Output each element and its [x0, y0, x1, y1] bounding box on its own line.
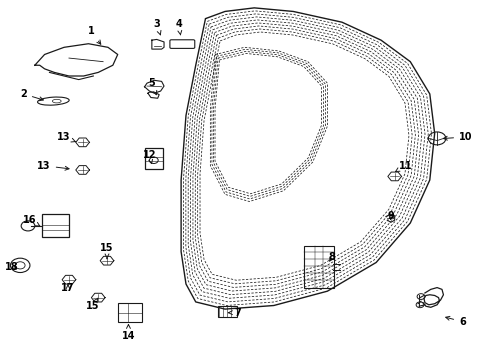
- Text: 17: 17: [61, 283, 75, 293]
- Bar: [217, 306, 237, 317]
- Text: 3: 3: [153, 19, 161, 35]
- Text: 11: 11: [395, 161, 411, 172]
- Text: 10: 10: [443, 132, 471, 142]
- Text: 15: 15: [100, 243, 114, 259]
- Text: 13: 13: [37, 161, 69, 171]
- Text: 5: 5: [148, 78, 157, 95]
- Text: 9: 9: [386, 211, 393, 221]
- Bar: [144, 148, 163, 169]
- Text: 1: 1: [87, 26, 101, 44]
- Text: 14: 14: [122, 324, 135, 341]
- Text: 8: 8: [328, 252, 335, 262]
- Text: 16: 16: [23, 215, 40, 226]
- Text: 12: 12: [142, 150, 156, 163]
- Text: 4: 4: [175, 19, 182, 35]
- Text: 7: 7: [228, 308, 241, 318]
- Text: 15: 15: [85, 298, 99, 311]
- Text: 18: 18: [4, 262, 18, 272]
- Bar: [118, 303, 142, 321]
- Bar: [42, 214, 69, 237]
- Text: 2: 2: [20, 89, 43, 101]
- Text: 13: 13: [57, 132, 76, 142]
- Text: 6: 6: [445, 316, 465, 327]
- Bar: [304, 246, 333, 288]
